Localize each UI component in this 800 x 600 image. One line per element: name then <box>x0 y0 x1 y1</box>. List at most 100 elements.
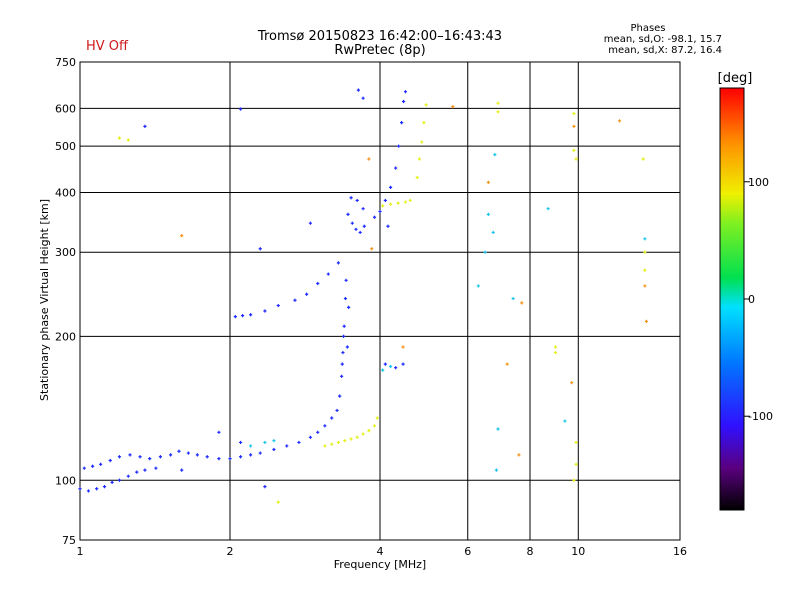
data-point <box>553 345 558 349</box>
data-point <box>342 324 346 328</box>
data-point <box>82 466 86 470</box>
data-point <box>403 90 408 94</box>
y-tick-label: 300 <box>55 246 76 259</box>
x-tick-label: 4 <box>377 545 384 558</box>
data-point <box>574 157 578 161</box>
data-point <box>345 345 349 349</box>
data-point <box>388 185 393 189</box>
data-point <box>323 424 327 428</box>
data-point <box>644 319 649 323</box>
data-point <box>361 432 365 436</box>
data-point <box>553 350 558 355</box>
colorbar-tick-label: 0 <box>748 293 755 306</box>
data-point <box>249 313 253 317</box>
data-point <box>394 166 398 170</box>
data-point <box>138 455 142 459</box>
data-point <box>383 362 387 366</box>
data-point <box>372 215 377 219</box>
data-point <box>643 250 647 254</box>
data-point <box>617 119 622 123</box>
y-tick-label: 100 <box>55 474 76 487</box>
data-point <box>78 487 82 491</box>
colorbar-tick-label: -100 <box>748 410 773 423</box>
data-point <box>148 457 152 461</box>
data-point <box>358 230 362 235</box>
data-point <box>340 374 344 378</box>
data-point <box>323 444 327 448</box>
data-point <box>341 334 346 338</box>
data-point <box>293 298 297 302</box>
phases-x-stats: mean, sd,X: 87.2, 16.4 <box>608 45 722 56</box>
data-point <box>362 224 366 228</box>
data-point <box>354 227 358 231</box>
data-point <box>143 468 147 472</box>
data-point <box>505 362 509 366</box>
data-point <box>356 88 360 92</box>
data-point <box>401 99 406 104</box>
colorbar-gradient <box>719 87 745 511</box>
data-point <box>233 315 237 319</box>
data-point <box>451 105 455 109</box>
data-point <box>276 500 280 504</box>
data-point <box>263 440 267 445</box>
data-point <box>117 455 122 459</box>
data-point <box>403 200 408 204</box>
data-point <box>355 198 359 203</box>
data-point <box>238 455 243 459</box>
data-point <box>570 381 574 385</box>
data-point <box>117 478 122 482</box>
data-point <box>572 111 576 116</box>
y-tick-labels: 75 100 200 300 400 500 600 750 <box>55 56 76 547</box>
x-axis-label: Frequency [MHz] <box>334 558 426 571</box>
data-point <box>400 121 404 125</box>
data-point <box>375 416 379 420</box>
data-point <box>381 368 385 372</box>
y-tick-label: 400 <box>55 186 76 199</box>
grid-lines <box>80 62 680 540</box>
data-point <box>285 444 289 448</box>
x-tick-label: 1 <box>77 545 84 558</box>
colorbar-unit: [deg] <box>718 71 753 86</box>
data-point <box>316 430 320 434</box>
data-point <box>643 284 647 288</box>
data-point <box>276 303 280 308</box>
data-point <box>177 449 181 453</box>
data-point <box>95 487 99 491</box>
data-point <box>574 440 578 445</box>
data-point <box>420 140 424 144</box>
hv-off-status: HV Off <box>86 39 129 54</box>
data-point <box>546 207 550 211</box>
data-point <box>572 478 576 482</box>
x-tick-label: 6 <box>464 545 471 558</box>
y-axis-label: Stationary phase Virtual Height [km] <box>38 199 51 401</box>
data-point <box>326 272 330 276</box>
data-point <box>378 209 382 214</box>
data-point <box>388 202 393 206</box>
data-point <box>641 157 645 161</box>
data-point <box>415 175 419 180</box>
x-tick-label: 2 <box>227 545 234 558</box>
data-point <box>258 451 262 455</box>
data-point <box>370 247 374 251</box>
data-point <box>297 440 301 445</box>
x-tick-labels: 1 2 4 6 8 10 16 <box>77 545 688 558</box>
data-point <box>496 110 500 114</box>
plot-area: 1 2 4 6 8 10 16 75 100 200 300 400 500 600 750 <box>55 56 687 558</box>
data-point <box>238 440 243 445</box>
data-point <box>486 212 490 216</box>
data-point <box>128 453 132 457</box>
data-point <box>574 462 578 466</box>
data-point <box>308 435 313 439</box>
data-point <box>258 247 262 251</box>
x-tick-label: 16 <box>673 545 687 558</box>
data-point <box>217 457 221 461</box>
data-point <box>493 153 497 157</box>
colorbar-ticks: 100 0 -100 <box>744 176 773 423</box>
data-point <box>361 96 365 100</box>
data-point <box>494 468 499 472</box>
data-point <box>381 204 385 208</box>
data-point <box>338 394 342 398</box>
y-tick-label: 75 <box>62 534 76 547</box>
data-point <box>401 345 405 349</box>
data-point <box>397 144 401 148</box>
